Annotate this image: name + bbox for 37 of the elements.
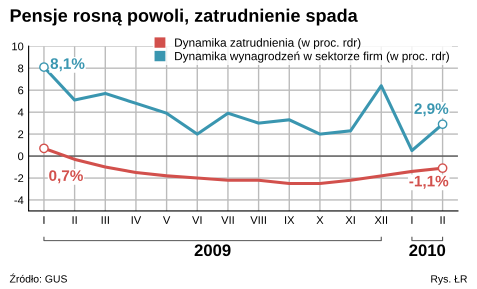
chart-title: Pensje rosną powoli, zatrudnienie spada: [10, 8, 358, 26]
legend-label: Dynamika zatrudnienia (w proc. rdr): [175, 38, 360, 50]
x-tick-label: IV: [132, 216, 142, 224]
x-tick-label: II: [440, 216, 445, 224]
x-tick-label: I: [43, 216, 44, 224]
x-tick-label: V: [162, 216, 170, 224]
y-tick-label: -2: [14, 174, 24, 182]
data-label: 2,9%: [414, 103, 448, 116]
data-label: -1,1%: [409, 176, 448, 189]
point: [39, 144, 49, 154]
x-tick-label: X: [316, 216, 324, 224]
point: [438, 119, 448, 130]
x-tick-label: XI: [346, 216, 355, 224]
x-tick-label: IX: [285, 216, 294, 224]
point: [438, 163, 448, 173]
y-tick-label: -4: [14, 196, 24, 204]
y-tick-label: 8: [18, 64, 24, 72]
x-tick-label: VII: [221, 216, 234, 224]
y-tick-label: 10: [12, 42, 24, 50]
x-tick-label: VI: [192, 216, 202, 224]
x-tick-label: III: [102, 216, 109, 224]
y-tick-label: 2: [18, 130, 24, 138]
x-tick-label: XII: [374, 216, 388, 224]
x-tick-label: VIII: [250, 216, 266, 224]
x-tick-label: II: [72, 216, 77, 224]
text: Rys. ŁR: [431, 275, 467, 285]
x-tick-label: I: [411, 216, 412, 224]
y-tick-label: 4: [18, 108, 24, 116]
y-tick-label: 0: [18, 152, 24, 160]
text: 2010: [409, 244, 446, 256]
legend-label: Dynamika wynagrodzeń w sektorze firm (w proc. rdr): [175, 51, 449, 63]
text: 2009: [194, 244, 231, 256]
y-tick-label: 6: [18, 86, 24, 94]
data-label: 8,1%: [50, 58, 85, 72]
point: [39, 62, 49, 72]
data-label: 0,7%: [49, 170, 83, 184]
text: Źródło: GUS: [10, 273, 67, 283]
